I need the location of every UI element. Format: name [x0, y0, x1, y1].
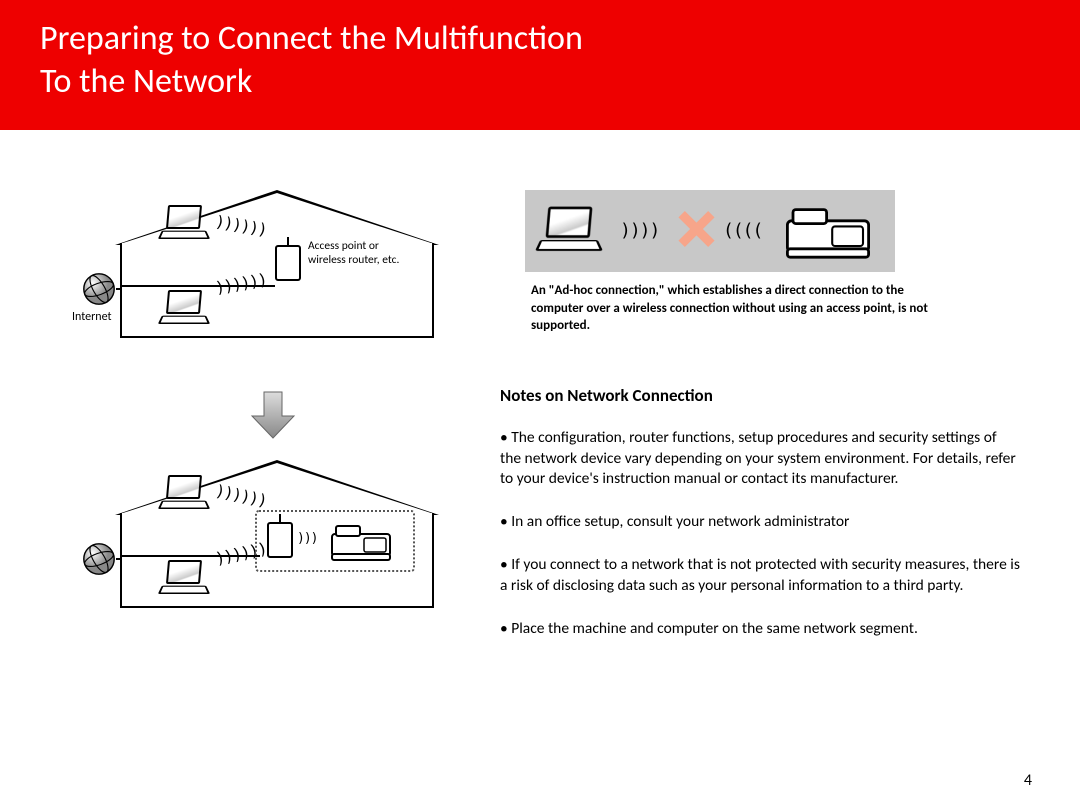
left-diagrams-column: Internet )))))) )))))) Access point or w…	[40, 190, 440, 662]
page-number: 4	[1024, 771, 1032, 790]
notes-heading: Notes on Network Connection	[500, 385, 1020, 406]
wifi-waves-icon: ))))	[620, 222, 659, 240]
router-cable	[120, 555, 260, 557]
page-title: Preparing to Connect the Multifunction T…	[40, 18, 1040, 103]
note-bullet: • Place the machine and computer on the …	[500, 619, 1020, 640]
wifi-waves-icon: )))	[297, 532, 317, 545]
printer-icon	[783, 204, 873, 260]
title-line-2: To the Network	[40, 61, 252, 102]
note-bullet: • If you connect to a network that is no…	[500, 555, 1020, 597]
printer-icon	[330, 522, 392, 562]
internet-globe-icon	[80, 270, 118, 308]
down-arrow-icon	[250, 390, 296, 440]
note-bullet: • In an office setup, consult your netwo…	[500, 512, 1020, 533]
title-line-1: Preparing to Connect the Multifunction	[40, 18, 583, 59]
header-banner: Preparing to Connect the Multifunction T…	[0, 0, 1080, 130]
router-cable	[120, 285, 275, 287]
unsupported-x-icon	[675, 210, 713, 248]
laptop-icon	[160, 560, 208, 596]
laptop-icon	[538, 207, 600, 254]
house-bottom: )))))) )))))) )))	[115, 460, 440, 610]
note-bullet: • The configuration, router functions, s…	[500, 428, 1020, 491]
house-top: )))))) )))))) Access point or wireless r…	[115, 190, 440, 340]
right-text-column: )))) (((( An "Ad-hoc connection," which …	[500, 190, 1040, 662]
diagram-before: Internet )))))) )))))) Access point or w…	[40, 190, 440, 360]
router-icon	[275, 245, 301, 281]
laptop-icon	[160, 290, 208, 326]
adhoc-unsupported-diagram: )))) ((((	[525, 190, 895, 272]
internet-label: Internet	[72, 310, 112, 324]
diagram-after: )))))) )))))) )))	[40, 460, 440, 630]
laptop-icon	[160, 205, 208, 241]
content-area: Internet )))))) )))))) Access point or w…	[0, 130, 1080, 662]
adhoc-note-text: An "Ad-hoc connection," which establishe…	[525, 282, 945, 335]
wifi-waves-icon: ((((	[723, 222, 762, 240]
access-point-label: Access point or wireless router, etc.	[308, 240, 399, 268]
router-icon	[267, 522, 293, 558]
laptop-icon	[160, 475, 208, 511]
internet-globe-icon	[80, 540, 118, 578]
